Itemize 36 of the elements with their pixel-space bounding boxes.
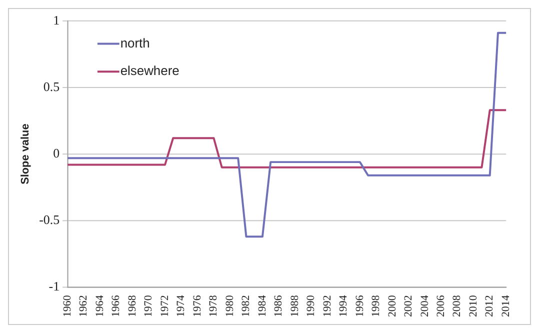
y-tick-label: -1 xyxy=(48,278,60,294)
x-tick-label: 1964 xyxy=(94,294,106,318)
legend-label: elsewhere xyxy=(120,63,180,78)
x-tick-label: 1966 xyxy=(110,294,122,318)
x-tick-label: 1962 xyxy=(78,295,90,318)
y-tick-label: 1 xyxy=(53,12,60,28)
x-tick-label: 2006 xyxy=(434,294,448,318)
x-tick-label: 2014 xyxy=(500,294,512,318)
x-tick-label: 2008 xyxy=(451,294,464,318)
x-tick-label: 1986 xyxy=(272,294,285,318)
x-tick-label: 2000 xyxy=(386,294,398,318)
x-tick-label: 1992 xyxy=(321,295,334,318)
x-tick-label: 1988 xyxy=(288,294,301,318)
x-tick-label: 1976 xyxy=(191,294,204,318)
x-tick-label: 1978 xyxy=(208,294,220,318)
x-tick-label: 1994 xyxy=(338,294,350,318)
x-tick-label: 1980 xyxy=(224,294,236,318)
x-tick-label: 2010 xyxy=(467,294,480,318)
x-tick-label: 1972 xyxy=(158,295,171,318)
y-tick-label: -0.5 xyxy=(39,212,60,228)
x-tick-label: 1996 xyxy=(354,294,366,318)
x-tick-label: 1960 xyxy=(61,294,74,318)
x-tick-label: 2004 xyxy=(418,294,431,318)
x-tick-label: 1982 xyxy=(240,295,252,318)
x-tick-label: 1990 xyxy=(305,294,318,318)
legend-label: north xyxy=(120,35,150,50)
x-tick-label: 1974 xyxy=(175,294,188,318)
y-tick-label: 0.5 xyxy=(43,78,60,94)
x-tick-label: 1984 xyxy=(256,294,268,318)
x-tick-label: 2002 xyxy=(402,295,415,318)
x-tick-label: 1968 xyxy=(126,294,138,318)
x-tick-label: 2012 xyxy=(484,295,496,318)
y-tick-label: 0 xyxy=(53,145,60,160)
x-tick-label: 1970 xyxy=(142,294,155,318)
x-tick-label: 1998 xyxy=(370,294,382,318)
y-axis-title: Slope value xyxy=(20,124,32,184)
